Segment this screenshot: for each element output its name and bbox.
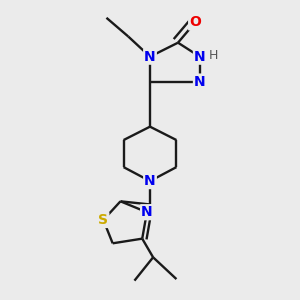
Text: H: H xyxy=(209,49,218,62)
Text: N: N xyxy=(194,75,206,88)
Text: N: N xyxy=(194,50,206,64)
Text: N: N xyxy=(141,205,153,219)
Text: S: S xyxy=(98,213,108,227)
Text: N: N xyxy=(144,174,156,188)
Text: N: N xyxy=(144,50,156,64)
Text: O: O xyxy=(189,16,201,29)
